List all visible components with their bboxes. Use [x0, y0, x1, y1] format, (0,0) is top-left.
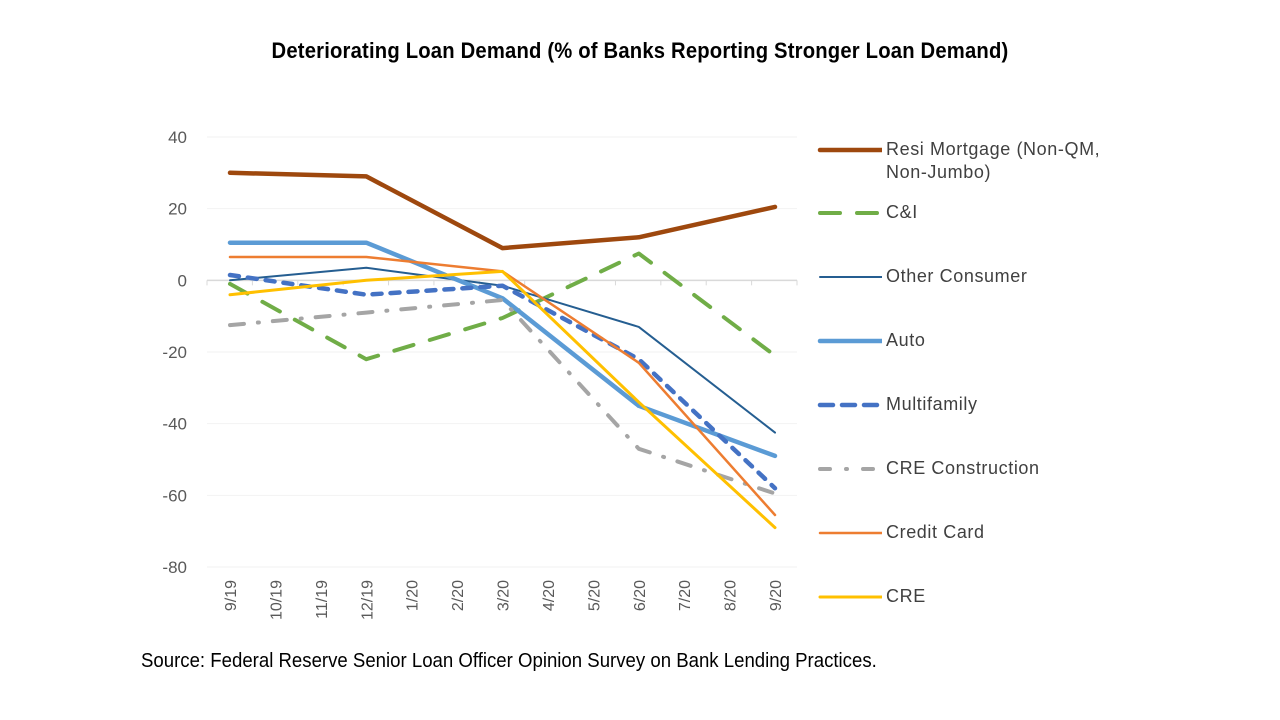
legend-label: Credit Card	[886, 522, 985, 542]
legend-item: CRE	[816, 585, 1136, 608]
y-tick-label: -40	[162, 415, 187, 434]
legend-item: CRE Construction	[816, 457, 1136, 480]
x-tick-label: 9/20	[768, 580, 785, 611]
legend-item: Credit Card	[816, 521, 1136, 544]
series-line-cre	[228, 269, 777, 530]
y-tick-label: 20	[168, 200, 187, 219]
legend-label: Resi Mortgage (Non-QM, Non-Jumbo)	[886, 139, 1101, 182]
legend-item: C&I	[816, 201, 1136, 224]
legend-swatch	[817, 338, 882, 344]
legend-item: Resi Mortgage (Non-QM, Non-Jumbo)	[816, 138, 1136, 184]
x-tick-label: 9/19	[223, 580, 240, 611]
series-line-other-consumer	[229, 266, 776, 434]
x-tick-label: 8/20	[723, 580, 740, 611]
x-tick-label: 11/19	[314, 580, 331, 619]
y-tick-label: 40	[168, 128, 187, 147]
legend-label: Multifamily	[886, 394, 978, 414]
legend-item: Multifamily	[816, 393, 1136, 416]
x-tick-label: 6/20	[632, 580, 649, 611]
legend-label: CRE Construction	[886, 458, 1040, 478]
source-note: Source: Federal Reserve Senior Loan Offi…	[141, 650, 877, 672]
x-tick-label: 2/20	[450, 580, 467, 611]
series-line-resi-mortgage-non-qm-non-jumbo	[227, 170, 778, 251]
legend-item: Other Consumer	[816, 265, 1136, 288]
chart-title: Deteriorating Loan Demand (% of Banks Re…	[271, 38, 1009, 63]
x-tick-label: 7/20	[677, 580, 694, 611]
y-axis: 40 20 0 -20 -40 -60 -80	[162, 128, 187, 577]
legend-swatch	[818, 595, 882, 599]
x-tick-label: 4/20	[541, 580, 558, 611]
legend-swatch	[818, 467, 882, 471]
x-tick-label: 1/20	[405, 580, 422, 611]
y-tick-label: 0	[178, 271, 187, 290]
series-lines	[227, 170, 778, 530]
legend-swatch	[817, 402, 882, 408]
x-tick-label: 10/19	[268, 580, 285, 620]
legend-label: CRE	[886, 586, 926, 606]
legend-swatch	[817, 147, 882, 153]
gridlines	[207, 136, 797, 568]
y-tick-label: -80	[162, 558, 187, 577]
legend-label: Auto	[886, 330, 926, 350]
legend-label: Other Consumer	[886, 266, 1028, 286]
x-tick-label: 12/19	[359, 580, 376, 620]
series-line-c-i	[228, 251, 777, 362]
y-tick-label: -60	[162, 486, 187, 505]
series-line-multifamily	[227, 272, 778, 491]
x-tick-labels: 9/19 10/19 11/19 12/19 1/20 2/20 3/20 4/20 5/20 6…	[223, 580, 785, 620]
series-line-auto	[227, 240, 778, 459]
x-tick-label: 3/20	[496, 580, 513, 611]
series-line-cre-construction	[228, 298, 777, 496]
x-tick-label: 5/20	[586, 580, 603, 611]
legend-swatch	[818, 211, 882, 215]
y-tick-label: -20	[162, 343, 187, 362]
legend-swatch	[818, 531, 882, 535]
legend-swatch	[819, 276, 882, 278]
legend-item: Auto	[816, 329, 1136, 352]
legend-label: C&I	[886, 202, 918, 222]
